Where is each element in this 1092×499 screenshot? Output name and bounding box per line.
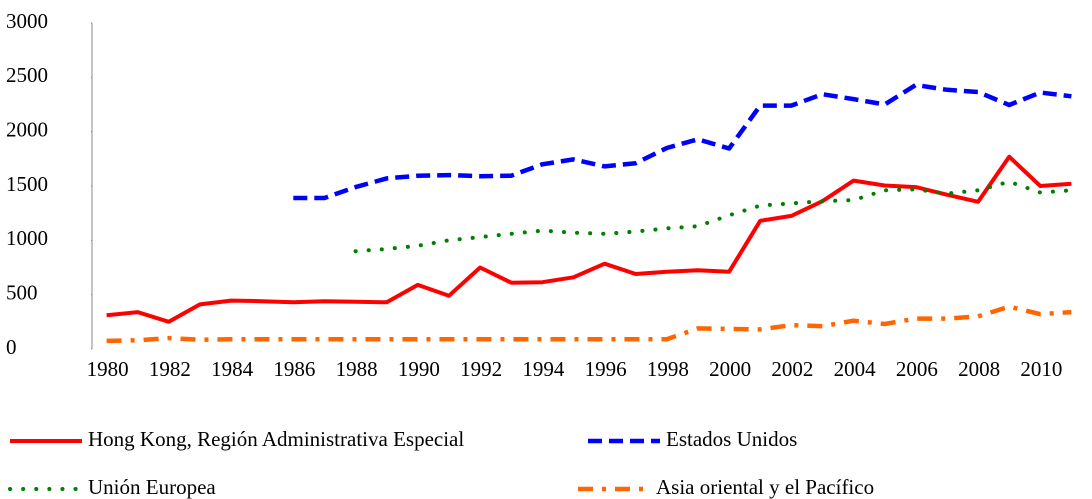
x-tick-label: 2002 [771, 357, 813, 381]
x-tick-label: 1986 [273, 357, 315, 381]
legend-label: Unión Europea [88, 475, 216, 499]
series-line [353, 179, 1074, 254]
x-tick-label: 1994 [522, 357, 565, 381]
y-tick-label: 0 [6, 335, 17, 359]
legend-label: Asia oriental y el Pacífico [656, 475, 874, 499]
x-tick-label: 2006 [896, 357, 938, 381]
x-tick-label: 2010 [1020, 357, 1062, 381]
y-tick-label: 1500 [6, 172, 48, 196]
y-tick-label: 500 [6, 280, 38, 304]
x-tick-label: 2008 [958, 357, 1000, 381]
series-line [106, 154, 1072, 324]
x-tick-label: 2000 [709, 357, 751, 381]
x-tick-label: 2004 [834, 357, 877, 381]
y-tick-label: 2000 [6, 117, 48, 141]
y-tick-label: 1000 [6, 226, 48, 250]
x-tick-label: 1996 [585, 357, 627, 381]
x-tick-label: 1980 [87, 357, 129, 381]
x-tick-label: 1982 [149, 357, 191, 381]
series-line [293, 82, 1072, 201]
legend-label: Hong Kong, Región Administrativa Especia… [88, 427, 464, 451]
series-line [106, 304, 1072, 344]
x-tick-label: 1998 [647, 357, 689, 381]
y-tick-label: 2500 [6, 63, 48, 87]
x-tick-label: 1992 [460, 357, 502, 381]
legend-label: Estados Unidos [666, 427, 797, 451]
x-tick-label: 1984 [211, 357, 254, 381]
x-tick-label: 1990 [398, 357, 440, 381]
y-tick-label: 3000 [6, 9, 48, 33]
x-tick-label: 1988 [336, 357, 378, 381]
